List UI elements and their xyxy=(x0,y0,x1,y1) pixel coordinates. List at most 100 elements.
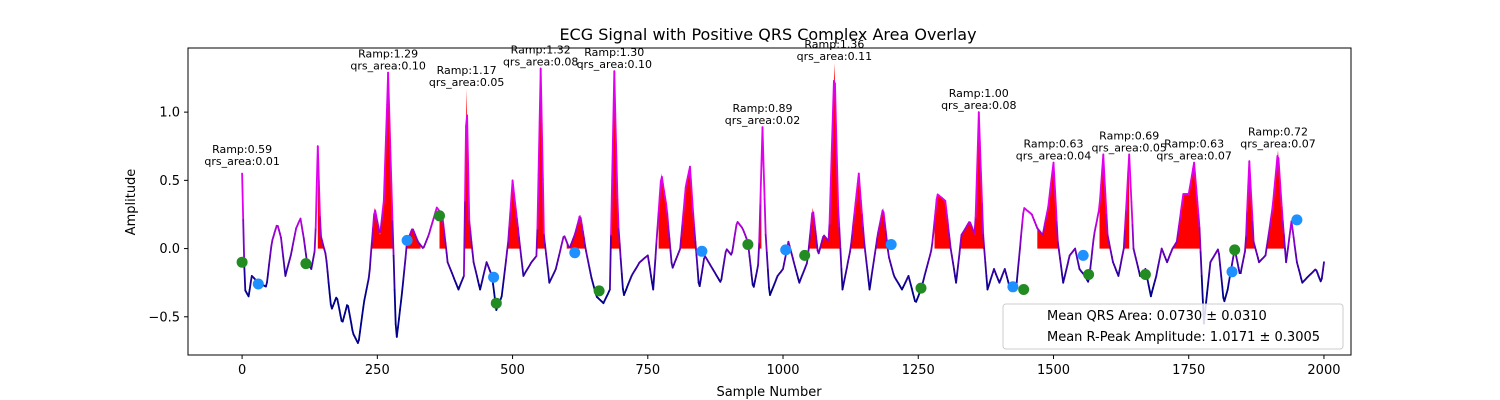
signal-segment-446 xyxy=(723,251,727,260)
signal-segment-817 xyxy=(1125,191,1128,212)
signal-segment-257 xyxy=(519,246,523,258)
signal-segment-959 xyxy=(1278,173,1282,193)
y-tick-label-2: 0.5 xyxy=(159,174,180,189)
signal-segment-815 xyxy=(1122,228,1126,250)
signal-segment-7 xyxy=(248,281,252,291)
signal-segment-663 xyxy=(958,243,962,255)
signal-segment-405 xyxy=(679,235,683,250)
signal-segment-915 xyxy=(1231,257,1234,266)
signal-segment-98 xyxy=(347,305,351,314)
signal-segment-149 xyxy=(402,268,406,281)
signal-segment-453 xyxy=(731,244,735,253)
y-tick-label-0: −0.5 xyxy=(148,310,180,325)
signal-segment-962 xyxy=(1281,220,1285,236)
signal-segment-929 xyxy=(1246,185,1250,213)
signal-segment-478 xyxy=(758,203,762,244)
signal-segment-951 xyxy=(1270,210,1273,220)
signal-segment-875 xyxy=(1187,186,1191,195)
signal-segment-64 xyxy=(310,262,314,270)
signal-segment-54 xyxy=(299,217,303,227)
signal-segment-904 xyxy=(1219,263,1223,277)
signal-segment-864 xyxy=(1175,232,1179,243)
signal-segment-572 xyxy=(860,199,863,216)
signal-segment-484 xyxy=(764,233,768,254)
signal-segment-552 xyxy=(838,227,842,250)
signal-segment-141 xyxy=(393,288,397,326)
signal-segment-950 xyxy=(1269,217,1272,227)
signal-segment-88 xyxy=(336,298,340,306)
y-tick-label-1: 0.0 xyxy=(159,242,180,257)
signal-segment-254 xyxy=(516,217,519,230)
signal-segment-966 xyxy=(1286,244,1290,255)
signal-segment-27 xyxy=(270,239,274,248)
signal-segment-640 xyxy=(933,209,937,223)
signal-segment-562 xyxy=(849,242,853,253)
signal-segment-585 xyxy=(874,244,877,255)
onset-marker-1 xyxy=(401,234,413,246)
x-tick-label-8: 2000 xyxy=(1307,363,1340,378)
signal-segment-580 xyxy=(868,281,872,291)
signal-segment-550 xyxy=(836,165,840,209)
onset-marker-5 xyxy=(780,244,792,256)
signal-segment-651 xyxy=(945,209,949,221)
signal-segment-903 xyxy=(1218,253,1221,266)
signal-segment-810 xyxy=(1117,269,1121,277)
signal-segment-443 xyxy=(720,271,724,281)
signal-segment-253 xyxy=(514,208,518,220)
annotation-ramp-8: Ramp:0.63 xyxy=(1023,138,1083,151)
qrs-markers xyxy=(236,210,1303,309)
signal-segment-501 xyxy=(783,257,787,265)
signal-segment-250 xyxy=(511,179,515,191)
signal-segment-838 xyxy=(1147,284,1151,292)
signal-segment-479 xyxy=(759,164,763,206)
signal-segment-378 xyxy=(650,274,653,284)
signal-segment-589 xyxy=(878,220,882,228)
signal-segment-582 xyxy=(870,266,874,276)
signal-segment-345 xyxy=(614,113,618,158)
signal-segment-385 xyxy=(657,195,661,214)
signal-segment-683 xyxy=(980,172,983,206)
signal-segment-251 xyxy=(512,188,516,201)
signal-segment-797 xyxy=(1103,173,1107,196)
signal-segment-346 xyxy=(615,156,619,201)
signal-segment-150 xyxy=(403,257,407,270)
signal-segment-921 xyxy=(1237,266,1241,275)
signal-segment-319 xyxy=(586,255,590,264)
signal-segment-25 xyxy=(268,254,272,266)
signal-segment-961 xyxy=(1280,206,1284,223)
signal-segment-555 xyxy=(841,283,845,291)
signal-segment-867 xyxy=(1179,208,1182,219)
signal-segment-144 xyxy=(396,317,400,329)
signal-segment-747 xyxy=(1049,179,1053,191)
signal-segment-349 xyxy=(618,242,622,260)
signal-segment-542 xyxy=(827,222,831,243)
signal-segment-820 xyxy=(1128,153,1132,179)
signal-segment-79 xyxy=(326,270,330,284)
signal-segment-744 xyxy=(1046,206,1049,215)
signal-segment-486 xyxy=(767,269,770,289)
signal-segment-792 xyxy=(1098,199,1101,212)
signal-segment-272 xyxy=(535,227,539,258)
qrs-area-fill-3 xyxy=(566,214,589,249)
signal-segment-685 xyxy=(982,233,986,250)
signal-segment-100 xyxy=(349,317,353,326)
signal-segment-804 xyxy=(1111,255,1114,264)
signal-segment-240 xyxy=(500,286,504,298)
signal-segment-563 xyxy=(850,232,854,245)
signal-segment-208 xyxy=(466,114,470,170)
y-axis-ticks: −0.5 0.0 0.5 1.0 xyxy=(148,106,188,325)
annotation-qrs-area-8: qrs_area:0.04 xyxy=(1016,150,1091,163)
signal-segment-90 xyxy=(338,309,342,317)
signal-segment-89 xyxy=(337,303,341,311)
signal-segment-211 xyxy=(469,230,473,243)
annotation-ramp-4: Ramp:1.30 xyxy=(584,46,644,59)
signal-segment-682 xyxy=(979,141,982,175)
ecg-signal-line xyxy=(241,67,1325,344)
signal-segment-677 xyxy=(973,216,977,235)
signal-segment-588 xyxy=(877,225,881,234)
annotation-ramp-1: Ramp:1.29 xyxy=(358,48,418,61)
signal-segment-115 xyxy=(365,283,369,291)
offset-marker-7 xyxy=(915,282,927,294)
signal-segment-341 xyxy=(610,179,613,236)
signal-segment-258 xyxy=(520,255,524,268)
